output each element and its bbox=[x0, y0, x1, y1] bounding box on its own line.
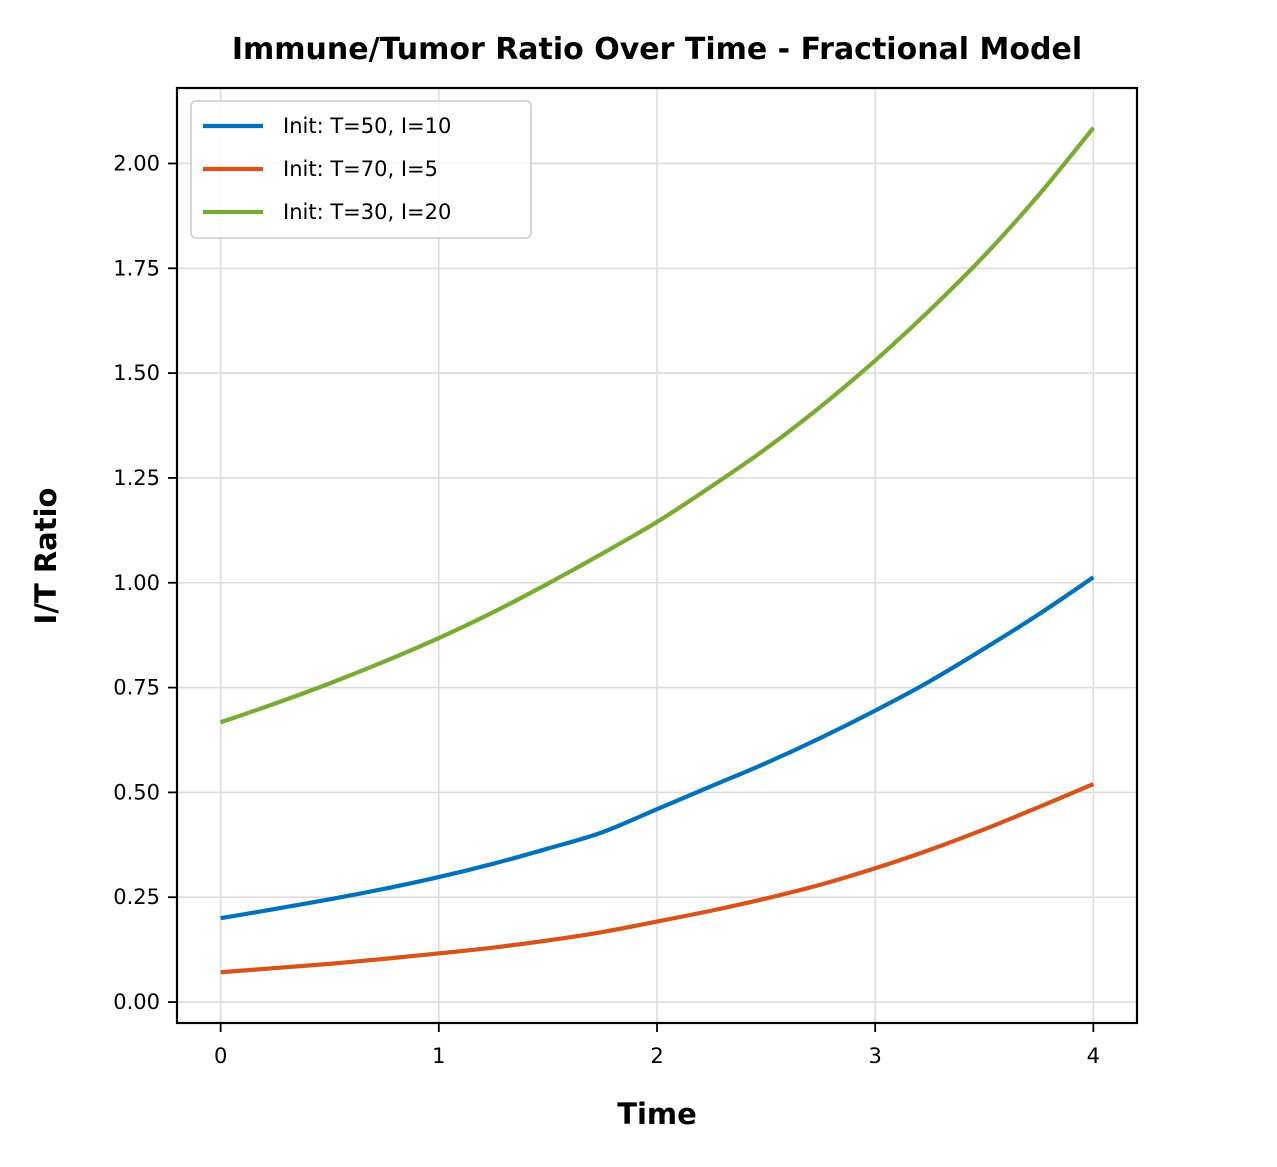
grid bbox=[177, 88, 1137, 1023]
y-tick-label: 1.00 bbox=[113, 571, 160, 595]
y-axis-title: I/T Ratio bbox=[29, 488, 63, 625]
y-tick-label: 1.50 bbox=[113, 361, 160, 385]
chart-title: Immune/Tumor Ratio Over Time - Fractiona… bbox=[232, 32, 1082, 67]
series-line-2 bbox=[220, 782, 1095, 975]
x-tick-label: 0 bbox=[214, 1044, 227, 1068]
series-line-1 bbox=[220, 575, 1095, 921]
series-line-3 bbox=[219, 126, 1095, 725]
x-axis-title: Time bbox=[617, 1097, 697, 1131]
legend-box bbox=[190, 100, 532, 239]
legend-label-2: Init: T=70, I=5 bbox=[283, 157, 438, 181]
axis-ticks: 0 1 2 3 4 0.00 0.25 0.50 0.75 1.00 1.25 1.50 1.75 2.0… bbox=[113, 151, 1100, 1068]
series-lines bbox=[219, 126, 1095, 975]
y-tick-label: 0.25 bbox=[113, 885, 160, 909]
legend-label-3: Init: T=30, I=20 bbox=[283, 200, 451, 224]
y-tick-label: 0.50 bbox=[113, 780, 160, 804]
y-tick-label: 0.00 bbox=[113, 990, 160, 1014]
legend-label-1: Init: T=50, I=10 bbox=[283, 114, 451, 138]
legend: Init: T=50, I=10 Init: T=70, I=5 Init: T=3… bbox=[190, 100, 532, 239]
y-tick-label: 2.00 bbox=[113, 151, 160, 175]
y-tick-label: 1.25 bbox=[113, 466, 160, 490]
x-tick-label: 3 bbox=[868, 1044, 881, 1068]
y-tick-label: 0.75 bbox=[113, 676, 160, 700]
y-tick-label: 1.75 bbox=[113, 256, 160, 280]
x-tick-label: 1 bbox=[432, 1044, 445, 1068]
x-tick-label: 4 bbox=[1087, 1044, 1100, 1068]
x-tick-label: 2 bbox=[650, 1044, 663, 1068]
